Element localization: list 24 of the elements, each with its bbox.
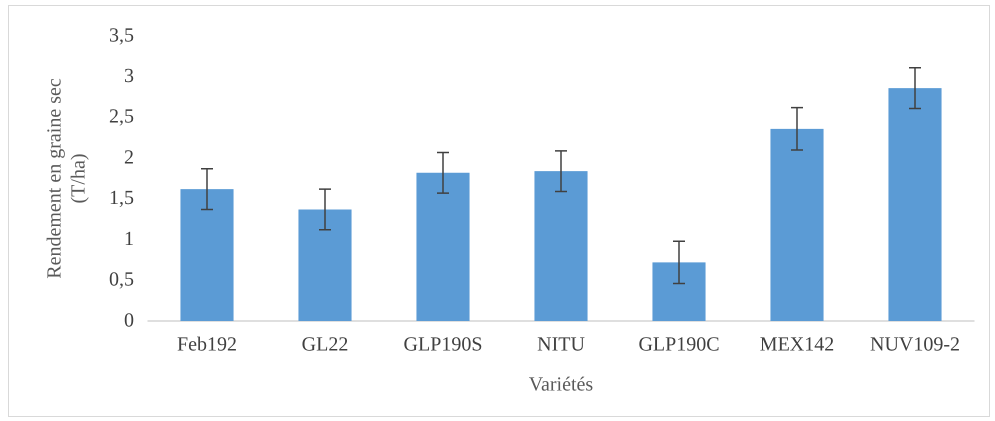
x-tick-label: GL22 [302, 333, 348, 356]
x-tick-label: GLP190C [638, 333, 720, 356]
bar [652, 262, 706, 321]
y-axis-title: Rendement en graine sec (T/ha) [43, 78, 90, 279]
y-tick-label: 3 [124, 64, 134, 87]
x-tick-label: NITU [537, 333, 586, 356]
bar [770, 128, 824, 321]
bar [534, 171, 588, 321]
x-tick-label: Feb192 [177, 333, 237, 356]
y-tick-label: 1 [124, 228, 134, 250]
x-tick-label: GLP190S [404, 333, 482, 356]
bar [298, 209, 352, 321]
x-axis-title: Variétés [528, 373, 594, 396]
bar [180, 189, 234, 321]
y-tick-label: 0 [124, 309, 134, 332]
y-tick-label: 2,5 [109, 106, 134, 128]
y-tick-label: 1,5 [109, 187, 134, 210]
bar [416, 172, 470, 321]
y-tick-label: 3,5 [109, 24, 134, 46]
y-tick-label: 0,5 [109, 268, 134, 291]
bar [888, 88, 942, 321]
x-tick-label: NUV109-2 [870, 333, 960, 356]
y-tick-label: 2 [124, 146, 134, 168]
x-tick-label: MEX142 [760, 333, 834, 356]
